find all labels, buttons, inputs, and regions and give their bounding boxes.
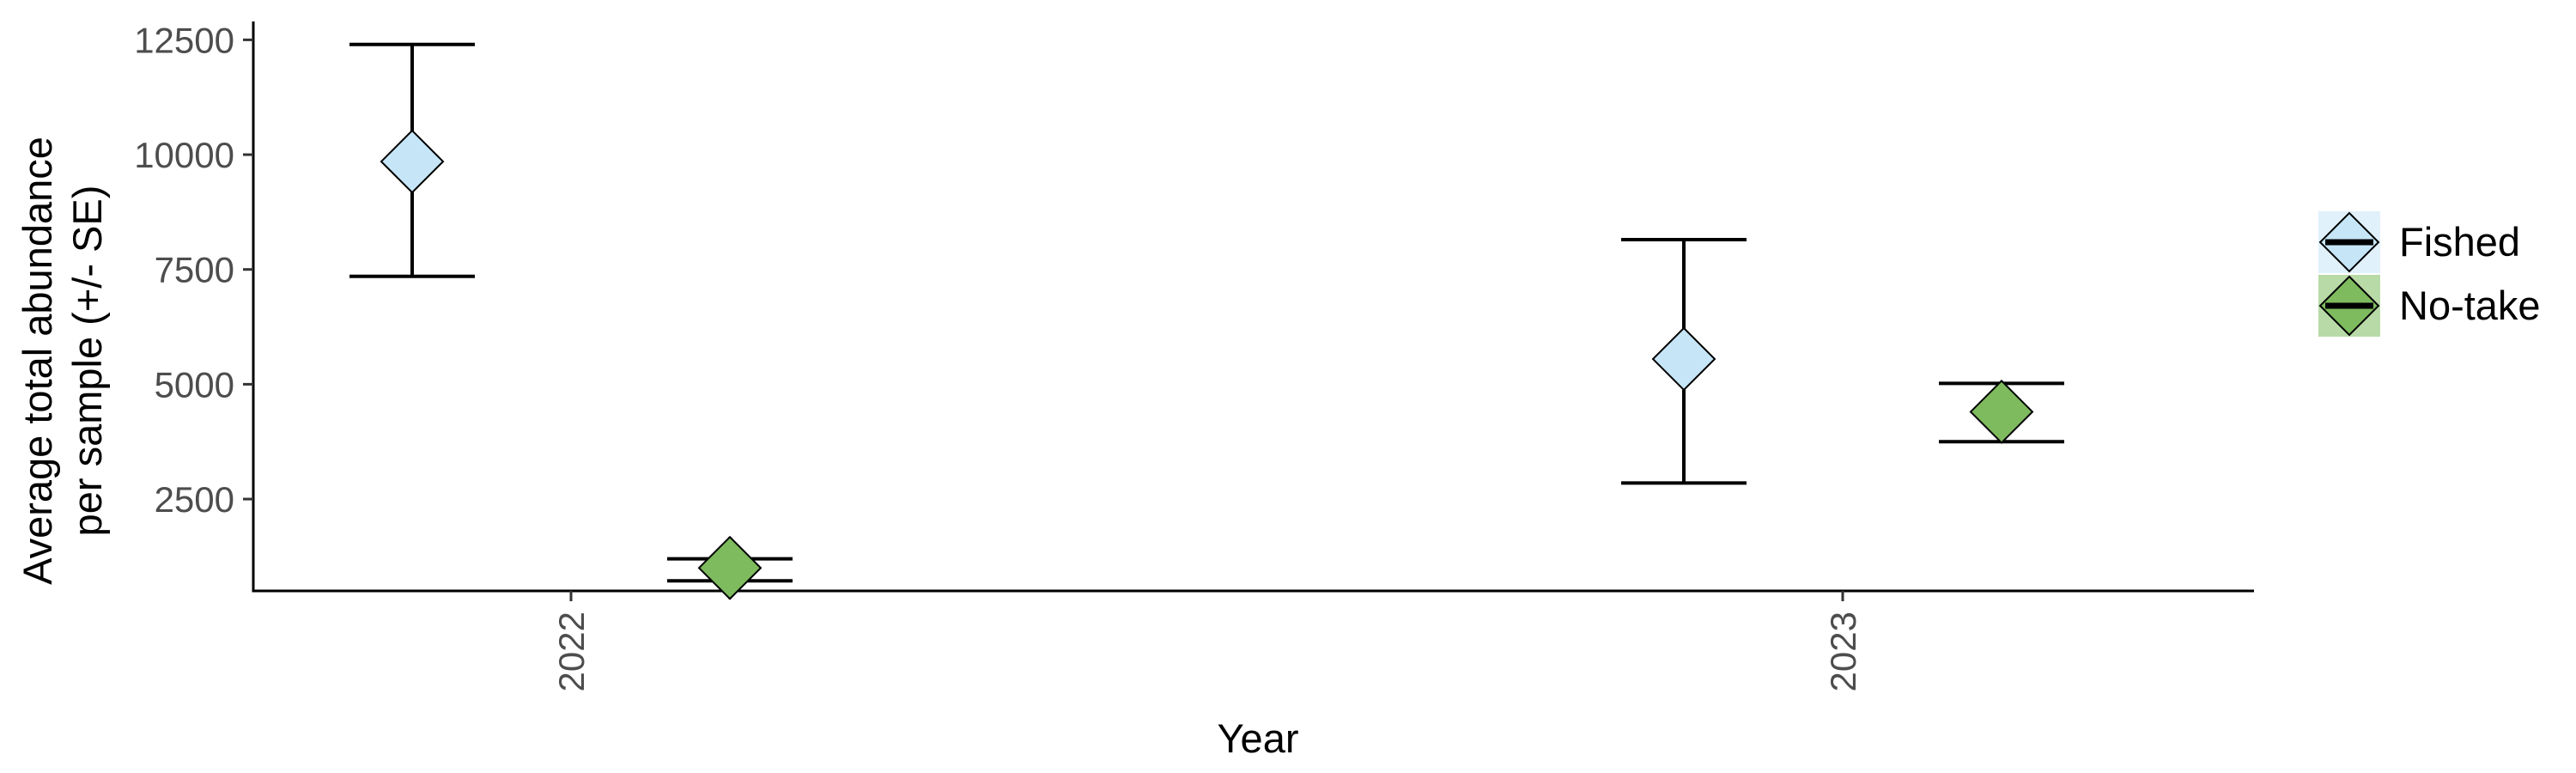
x-axis-title: Year <box>1218 715 1299 761</box>
y-tick-label: 2500 <box>155 479 234 520</box>
y-axis-title-line-2: per sample (+/- SE) <box>64 186 110 537</box>
x-tick-label: 2023 <box>1823 612 1863 691</box>
point-fished-2023 <box>1651 326 1716 392</box>
legend-label: Fished <box>2399 219 2520 265</box>
legend-item-no-take: No-take <box>2318 275 2541 337</box>
y-tick-label: 5000 <box>155 364 234 405</box>
y-tick-label: 12500 <box>134 20 234 60</box>
x-tick-label: 2022 <box>551 612 592 691</box>
y-axis-title: Average total abundance per sample (+/- … <box>15 137 110 585</box>
point-no-take-2023 <box>1969 380 2034 444</box>
legend: Fished No-take <box>2318 211 2541 337</box>
y-tick-label: 7500 <box>155 250 234 290</box>
point-fished-2022 <box>380 129 445 194</box>
y-tick-label: 10000 <box>134 135 234 175</box>
plot-area: 2500 5000 7500 10000 12500 2022 2023 <box>134 20 2254 691</box>
legend-item-fished: Fished <box>2318 211 2520 273</box>
y-axis-title-line-1: Average total abundance <box>15 137 60 585</box>
point-no-take-2022 <box>697 535 762 600</box>
legend-label: No-take <box>2399 283 2541 328</box>
